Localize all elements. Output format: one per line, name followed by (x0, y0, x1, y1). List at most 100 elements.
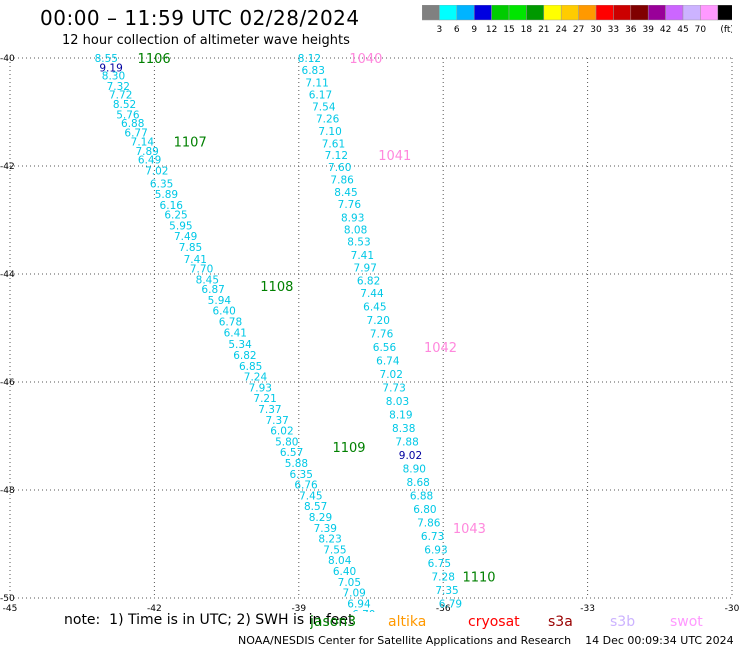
pass-number-label: 1106 (138, 52, 171, 67)
wave-height-point: 6.70 (352, 609, 375, 612)
wave-height-point: 7.76 (338, 199, 362, 211)
wave-height-point: 7.32 (107, 81, 130, 93)
wave-height-point: 6.88 (121, 118, 144, 130)
wave-height-point: 6.88 (410, 490, 433, 502)
wave-height-point: 8.29 (309, 512, 332, 524)
legend-label: 27 (573, 25, 584, 35)
wave-height-point: 7.61 (322, 138, 345, 150)
wave-height-point: 8.57 (304, 501, 327, 513)
wave-height-point: 7.10 (318, 126, 341, 138)
wave-height-point: 7.35 (435, 585, 458, 597)
wave-height-point: 6.87 (201, 284, 224, 296)
wave-height-point: 7.02 (380, 369, 403, 381)
legend-label: 45 (677, 25, 688, 35)
wave-height-point: 7.41 (351, 250, 374, 262)
legend-label: 39 (642, 25, 654, 35)
x-tick-label: -42 (147, 604, 162, 612)
wave-height-point: 7.45 (299, 490, 322, 502)
wave-height-point: 8.93 (341, 212, 364, 224)
wave-height-point: 8.45 (196, 274, 219, 286)
wave-height-point: 6.17 (309, 90, 332, 102)
wave-height-point: 7.02 (145, 165, 168, 177)
legend-unit: (ft) (720, 25, 732, 35)
wave-height-point: 7.39 (314, 523, 337, 535)
wave-height-point: 6.16 (160, 200, 184, 212)
wave-height-point: 6.35 (290, 469, 313, 481)
wave-height-point: 6.35 (150, 178, 173, 190)
pass-number-label: 1040 (349, 52, 382, 67)
wave-height-point: 7.44 (360, 288, 384, 300)
wave-height-point: 8.38 (392, 423, 415, 435)
wave-height-point: 6.40 (333, 566, 356, 578)
wave-height-point: 7.85 (179, 242, 202, 254)
x-tick-label: -45 (3, 604, 18, 612)
wave-height-point: 7.73 (382, 382, 405, 394)
wave-height-point: 7.97 (354, 263, 377, 275)
wave-height-point: 8.04 (328, 555, 352, 567)
y-tick-label: -44 (0, 270, 15, 280)
satellite-s3a: s3a (548, 614, 573, 630)
wave-height-point: 6.73 (421, 531, 444, 543)
legend-label: 21 (538, 25, 549, 35)
wave-height-point: 6.79 (439, 598, 462, 610)
wave-height-point: 7.60 (328, 162, 351, 174)
wave-height-point: 6.02 (270, 426, 293, 438)
wave-height-point: 6.25 (164, 210, 187, 222)
wave-height-point: 7.12 (325, 150, 348, 162)
wave-height-point: 8.03 (386, 396, 409, 408)
wave-height-point: 7.88 (395, 436, 418, 448)
wave-height-point: 6.82 (357, 275, 380, 287)
wave-height-point: 7.86 (417, 517, 441, 529)
wave-height-point: 5.88 (285, 458, 308, 470)
wave-height-point: 8.08 (344, 225, 367, 237)
legend-label: 24 (555, 25, 567, 35)
wave-height-point: 6.77 (124, 128, 147, 140)
wave-height-point: 8.12 (298, 53, 321, 65)
satellite-legend: jason3 altika cryosat s3a s3b swot (310, 614, 703, 630)
wave-height-point: 6.76 (294, 480, 318, 492)
wave-height-point: 5.95 (169, 220, 192, 232)
x-tick-label: -36 (436, 604, 451, 612)
y-tick-label: -48 (0, 486, 15, 496)
wave-height-point: 7.76 (370, 328, 394, 340)
legend-label: 70 (695, 25, 707, 35)
satellite-s3b: s3b (610, 614, 635, 630)
wave-height-point: 9.19 (99, 63, 122, 75)
wave-height-point: 7.28 (432, 571, 455, 583)
y-tick-label: -50 (0, 594, 15, 604)
y-tick-label: -40 (0, 54, 15, 64)
wave-height-point: 7.37 (265, 415, 288, 427)
wave-height-point: 7.70 (190, 264, 213, 276)
legend-label: 18 (521, 25, 533, 35)
legend-label: 33 (608, 25, 619, 35)
wave-height-point: 6.40 (212, 306, 235, 318)
wave-height-point: 8.23 (318, 534, 341, 546)
wave-height-point: 8.30 (102, 70, 125, 82)
wave-height-point: 6.41 (224, 327, 247, 339)
pass-number-label: 1110 (462, 570, 495, 585)
wave-height-point: 5.94 (208, 295, 232, 307)
wave-height-point: 5.89 (155, 189, 178, 201)
wave-height-point: 7.41 (184, 254, 207, 266)
legend-label: 42 (660, 25, 671, 35)
legend-label: 3 (437, 25, 443, 35)
wave-height-point: 5.76 (116, 110, 140, 122)
wave-height-point: 6.49 (138, 155, 161, 167)
satellite-altika: altika (388, 614, 426, 630)
footnote: note: 1) Time is in UTC; 2) SWH is in fe… (64, 612, 354, 628)
wave-height-point: 8.45 (334, 187, 357, 199)
wave-height-point: 8.19 (389, 409, 412, 421)
wave-height-point: 7.20 (367, 315, 390, 327)
wave-height-point: 8.68 (406, 477, 429, 489)
wave-height-point: 7.11 (305, 77, 328, 89)
wave-height-point: 6.93 (424, 544, 447, 556)
wave-height-point: 7.89 (135, 146, 158, 158)
wave-height-point: 6.80 (413, 504, 436, 516)
legend-label: 15 (503, 25, 514, 35)
satellite-swot: swot (670, 614, 703, 630)
pass-number-label: 1042 (424, 341, 457, 356)
wave-height-point: 6.74 (376, 355, 400, 367)
wave-height-point: 7.55 (323, 544, 346, 556)
x-tick-label: -39 (291, 604, 306, 612)
